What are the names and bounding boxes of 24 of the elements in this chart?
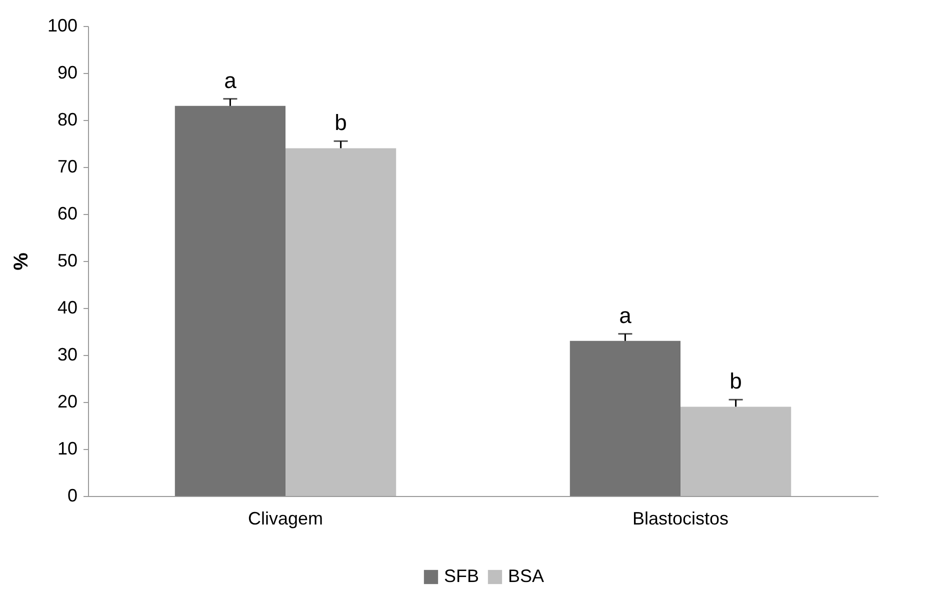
y-tick-label: 30 (57, 344, 78, 364)
bar (570, 340, 680, 496)
bar (286, 148, 396, 496)
x-tick-label: Clivagem (248, 508, 324, 528)
y-tick-label: 60 (57, 204, 78, 224)
legend-label: BSA (508, 566, 544, 586)
legend-label: SFB (444, 566, 480, 586)
y-axis-title: % (10, 252, 32, 270)
data-label: a (224, 68, 238, 93)
x-tick-label: Blastocistos (632, 508, 729, 528)
bar (680, 406, 792, 496)
y-tick-label: 80 (57, 110, 78, 130)
data-label: b (334, 110, 347, 136)
y-tick-label: 20 (57, 392, 78, 412)
y-tick-label: 90 (57, 62, 78, 82)
y-tick-label: 100 (47, 16, 78, 36)
y-tick-label: 10 (57, 438, 78, 458)
y-tick-label: 40 (57, 298, 78, 318)
data-label: b (730, 368, 742, 394)
y-tick-label: 70 (57, 156, 78, 176)
bar (174, 106, 286, 496)
y-tick-label: 0 (67, 486, 78, 506)
data-label: a (619, 302, 632, 328)
y-tick-label: 50 (57, 250, 78, 270)
